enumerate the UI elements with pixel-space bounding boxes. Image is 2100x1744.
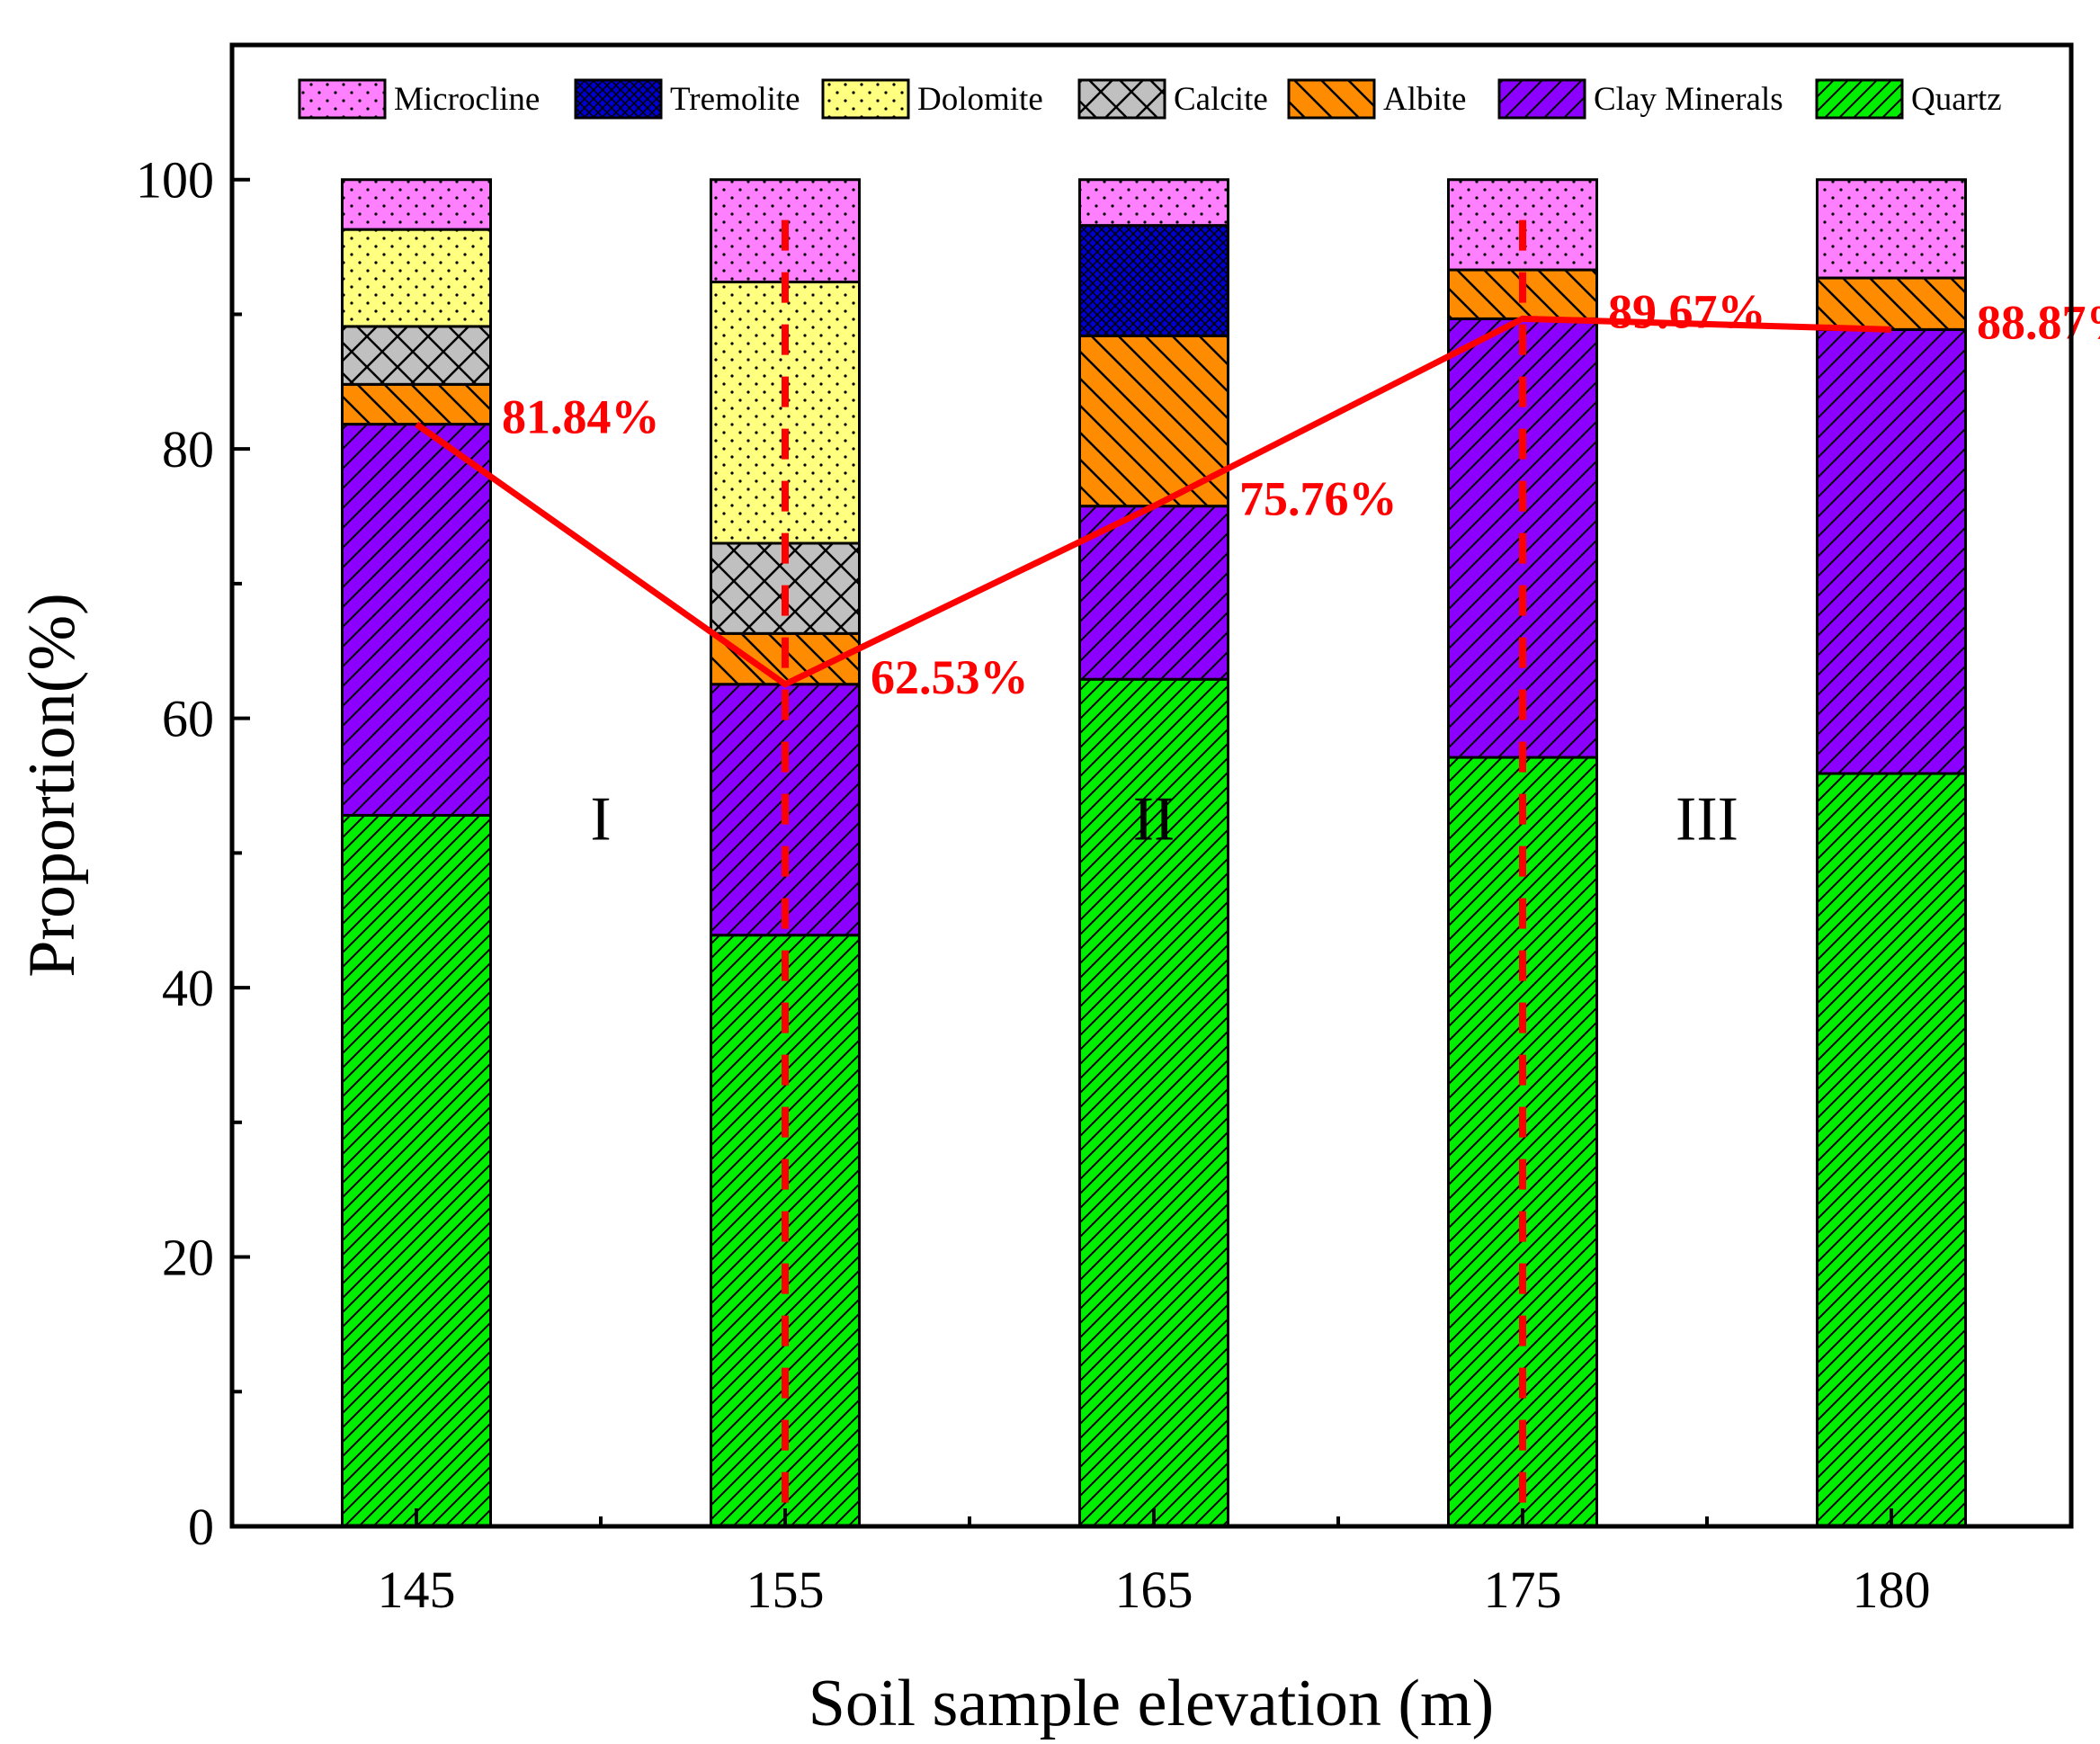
y-axis-title: Proportion(%)	[15, 593, 89, 978]
x-tick-label-180: 180	[1853, 1561, 1931, 1619]
pct-label-145: 81.84%	[502, 390, 660, 444]
legend-label-tremolite: Tremolite	[670, 81, 800, 118]
legend-swatch-quartz-pattern	[1815, 78, 1904, 120]
pct-label-180: 88.87%	[1977, 295, 2100, 349]
x-axis: 145 155 165 175 180	[378, 1508, 1931, 1619]
legend-swatch-calcite-pattern	[1077, 78, 1166, 120]
legend-swatch-dolomite-pattern	[821, 78, 910, 120]
legend-label-quartz: Quartz	[1911, 81, 2002, 118]
pct-label-155: 62.53%	[871, 650, 1029, 704]
x-tick-label-165: 165	[1115, 1561, 1193, 1619]
bar-180-microcline-pattern	[1816, 178, 1967, 280]
bar-145-quartz-pattern	[341, 813, 492, 1528]
x-tick-label-155: 155	[746, 1561, 825, 1619]
pct-label-165: 75.76%	[1239, 472, 1398, 526]
x-tick-label-145: 145	[378, 1561, 456, 1619]
x-tick-label-175: 175	[1484, 1561, 1562, 1619]
x-axis-title: Soil sample elevation (m)	[809, 1667, 1494, 1740]
legend-swatch-clay-minerals-pattern	[1497, 78, 1586, 120]
plot-frame	[229, 42, 2074, 1529]
y-tick-label-60: 60	[162, 690, 214, 748]
dividers-layer	[782, 219, 1526, 1526]
quartz-clay-line	[414, 315, 1892, 688]
line-layer	[414, 315, 1892, 688]
y-axis: 0 20 40 60 80 100	[136, 151, 250, 1556]
bar-180-quartz-pattern	[1816, 772, 1967, 1528]
y-tick-label-40: 40	[162, 959, 214, 1017]
bar-180-albite-pattern	[1816, 276, 1967, 331]
legend-label-clay-minerals: Clay Minerals	[1594, 81, 1783, 118]
pct-label-175: 89.67%	[1608, 284, 1766, 338]
legend-label-microcline: Microcline	[394, 81, 540, 118]
y-tick-label-0: 0	[188, 1498, 214, 1556]
bar-165-tremolite-pattern	[1078, 224, 1229, 337]
region-label-I: I	[590, 784, 611, 854]
bar-145-clay-minerals-pattern	[341, 423, 492, 817]
legend: Microcline Tremolite Dolomite Calcite Albite…	[298, 78, 2002, 120]
bar-145-microcline-pattern	[341, 178, 492, 231]
legend-label-calcite: Calcite	[1174, 81, 1268, 118]
region-label-II: II	[1133, 784, 1175, 854]
bar-180-clay-minerals-pattern	[1816, 327, 1967, 775]
bar-145-calcite-pattern	[341, 325, 492, 386]
legend-label-dolomite: Dolomite	[917, 81, 1043, 118]
legend-swatch-albite-pattern	[1287, 78, 1376, 120]
legend-swatch-microcline-pattern	[298, 78, 387, 120]
bar-145-albite-pattern	[341, 382, 492, 426]
bar-145-dolomite-pattern	[341, 228, 492, 328]
legend-swatch-tremolite-pattern	[574, 78, 663, 120]
y-tick-label-100: 100	[136, 151, 214, 210]
y-tick-label-80: 80	[162, 420, 214, 478]
legend-label-albite: Albite	[1383, 81, 1466, 118]
y-tick-label-20: 20	[162, 1229, 214, 1287]
region-label-III: III	[1676, 784, 1738, 854]
bar-165-microcline-pattern	[1078, 178, 1229, 228]
